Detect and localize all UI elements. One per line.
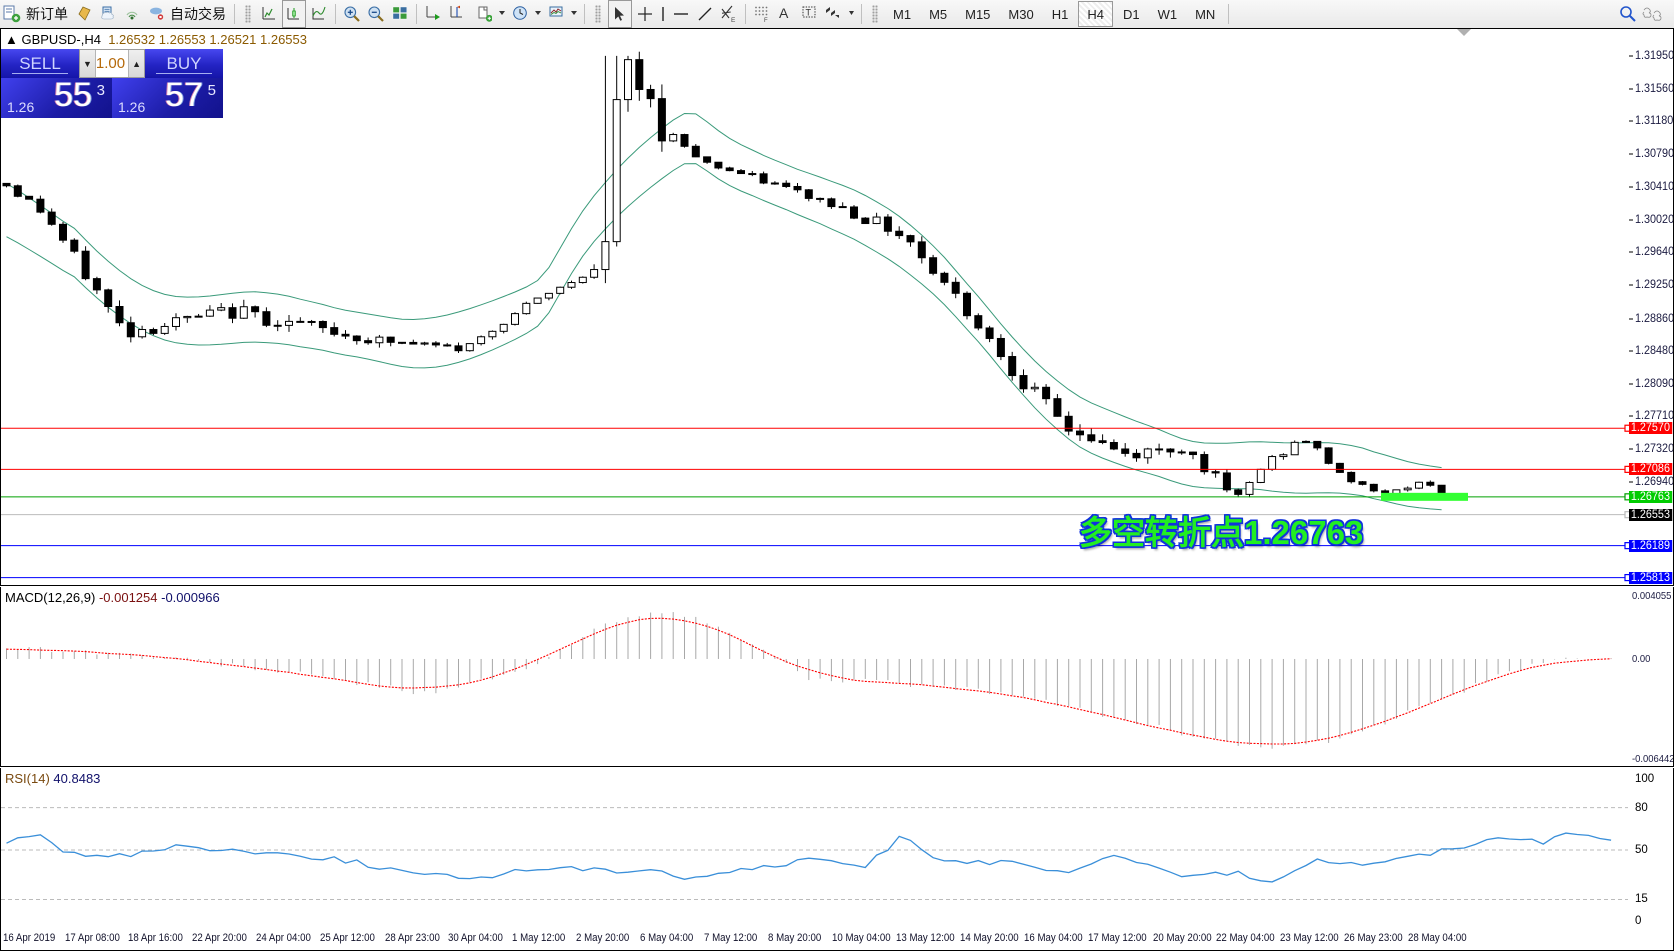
svg-text:E: E <box>731 17 736 23</box>
svg-text:T: T <box>806 8 812 18</box>
svg-text:F: F <box>764 18 768 23</box>
svg-text:A: A <box>779 5 789 21</box>
